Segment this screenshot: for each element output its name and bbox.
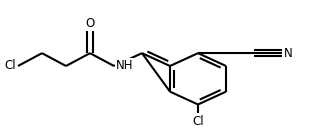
Text: NH: NH (116, 60, 134, 72)
Text: Cl: Cl (4, 60, 16, 72)
Text: N: N (284, 47, 293, 60)
Text: Cl: Cl (192, 115, 204, 128)
Text: O: O (86, 17, 95, 30)
